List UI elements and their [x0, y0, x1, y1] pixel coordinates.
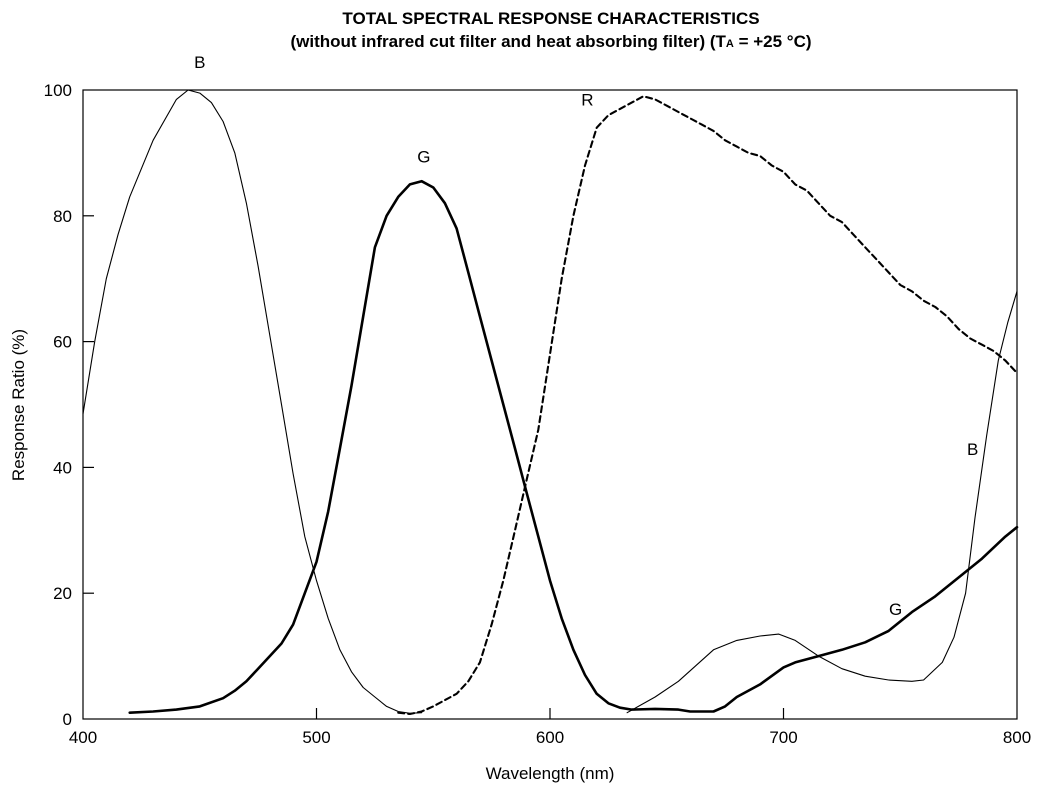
- y-tick-label: 60: [53, 333, 72, 352]
- x-tick-label: 400: [69, 728, 97, 747]
- title-line2-pre: (without infrared cut filter and heat ab…: [290, 32, 726, 51]
- title-line2-post: = +25 °C): [734, 32, 812, 51]
- x-axis-label: Wavelength (nm): [486, 764, 615, 783]
- series-line-r: [397, 95, 1019, 716]
- x-tick-label: 600: [536, 728, 564, 747]
- annotation-layer: B G R B G: [194, 53, 978, 619]
- curve-label-g: G: [417, 147, 430, 166]
- title-line2-sub: A: [726, 38, 734, 50]
- y-tick-label: 0: [63, 710, 72, 729]
- x-tick-label: 700: [769, 728, 797, 747]
- y-tick-label: 20: [53, 584, 72, 603]
- x-axis: 400 500 600 700 800: [69, 708, 1031, 747]
- y-axis: 0 20 40 60 80 100: [44, 81, 94, 729]
- x-tick-label: 800: [1003, 728, 1031, 747]
- series-layer: [82, 89, 1019, 716]
- plot-frame: [82, 89, 1018, 720]
- series-line-b: [626, 290, 1018, 714]
- chart-title-line1: TOTAL SPECTRAL RESPONSE CHARACTERISTICS: [342, 9, 759, 28]
- series-line-b: [82, 89, 423, 714]
- curve-label-g: G: [889, 600, 902, 619]
- x-tick-label: 500: [302, 728, 330, 747]
- curve-label-b: B: [194, 53, 205, 72]
- y-axis-label: Response Ratio (%): [9, 329, 28, 481]
- curve-label-r: R: [581, 91, 593, 110]
- y-tick-label: 100: [44, 81, 72, 100]
- y-tick-label: 40: [53, 458, 72, 477]
- series-line-g: [128, 179, 1019, 714]
- curve-label-b: B: [967, 440, 978, 459]
- chart-title-line2: (without infrared cut filter and heat ab…: [290, 32, 811, 51]
- y-tick-label: 80: [53, 207, 72, 226]
